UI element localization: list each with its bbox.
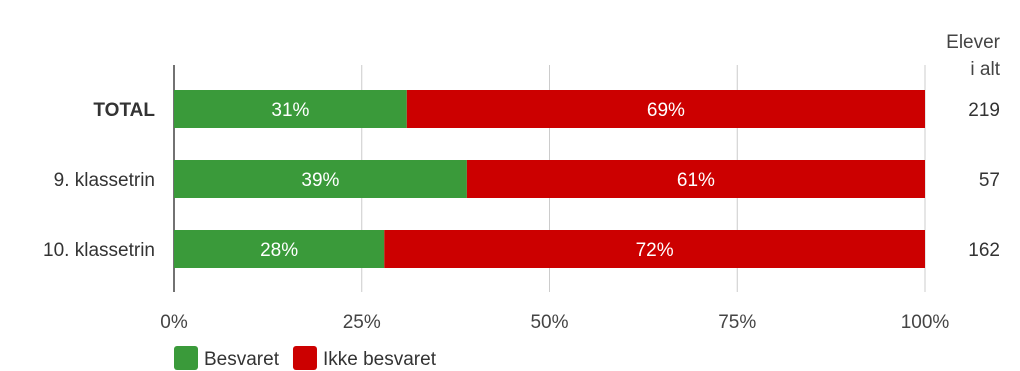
legend-label-0: Besvaret	[204, 349, 280, 370]
legend-swatch-0	[174, 346, 198, 370]
total-value-1: 57	[979, 170, 1000, 191]
legend-label-1: Ikke besvaret	[323, 349, 437, 370]
totals-header-line-2: i alt	[970, 59, 1000, 80]
legend-swatch-1	[292, 346, 317, 370]
bar-besvaret-2	[174, 230, 385, 268]
x-tick-label-4: 100%	[901, 312, 950, 333]
bar-ikke-besvaret-2	[384, 230, 925, 268]
category-label-2: 10. klassetrin	[43, 240, 155, 261]
category-label-0: TOTAL	[93, 100, 155, 121]
x-tick-label-1: 25%	[343, 312, 381, 333]
category-label-1: 9. klassetrin	[54, 170, 155, 191]
bar-data-label-1-2: 72%	[636, 240, 674, 261]
total-value-0: 219	[968, 100, 1000, 121]
legend: Besvaret Ikke besvaret	[174, 346, 437, 370]
x-axis-ticks: 0% 25% 50% 75% 100%	[160, 312, 949, 333]
bar-data-label-0-1: 39%	[301, 170, 339, 191]
total-value-2: 162	[968, 240, 1000, 261]
bar-data-label-0-0: 31%	[271, 100, 309, 121]
bars: 31% 69% 39% 61% 28% 72%	[174, 90, 925, 268]
totals-column: Elever i alt 219 57 162	[946, 32, 1001, 261]
bar-besvaret-0	[174, 90, 407, 128]
bar-ikke-besvaret-1	[466, 160, 925, 198]
bar-ikke-besvaret-0	[406, 90, 925, 128]
x-tick-label-3: 75%	[718, 312, 756, 333]
bar-data-label-0-2: 28%	[260, 240, 298, 261]
bar-besvaret-1	[174, 160, 467, 198]
totals-header-line-1: Elever	[946, 32, 1001, 53]
bar-data-label-1-1: 61%	[677, 170, 715, 191]
x-tick-label-0: 0%	[160, 312, 188, 333]
bar-data-label-1-0: 69%	[647, 100, 685, 121]
category-labels: TOTAL 9. klassetrin 10. klassetrin	[43, 100, 155, 261]
x-tick-label-2: 50%	[530, 312, 568, 333]
